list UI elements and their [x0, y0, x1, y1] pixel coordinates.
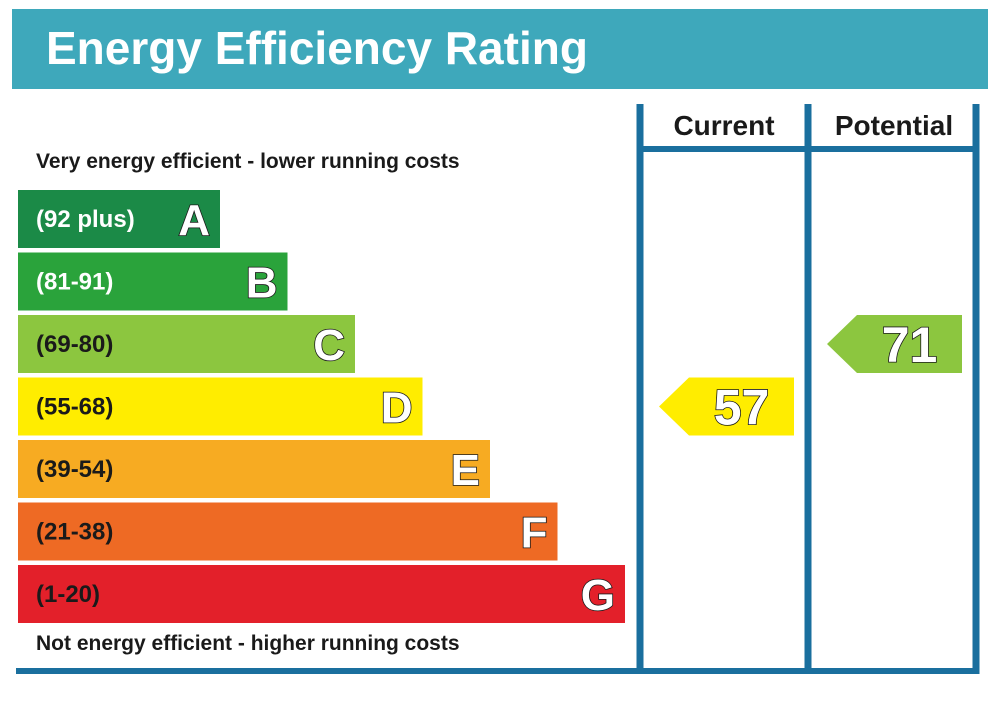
band-range-label-e: (39-54) — [36, 456, 113, 483]
chart-title: Energy Efficiency Rating — [46, 22, 588, 74]
band-letter-b: B — [246, 259, 278, 308]
current-rating-arrow — [659, 377, 794, 436]
band-letter-e: E — [451, 446, 480, 495]
band-range-label-a: (92 plus) — [36, 206, 135, 233]
band-bar-a — [18, 190, 220, 248]
column-border-0 — [636, 104, 644, 668]
column-header-rule — [640, 146, 976, 152]
current-rating-value: 57 — [714, 380, 770, 436]
band-range-label-g: (1-20) — [36, 581, 100, 608]
band-range-label-d: (55-68) — [36, 394, 113, 421]
band-letter-a: A — [178, 196, 210, 245]
band-bar-b — [18, 252, 288, 311]
column-header-potential: Potential — [835, 110, 953, 141]
bottom-caption: Not energy efficient - higher running co… — [36, 632, 460, 655]
band-bar-e — [18, 440, 490, 498]
band-range-label-b: (81-91) — [36, 269, 113, 296]
band-range-label-f: (21-38) — [36, 519, 113, 546]
band-bar-g — [18, 565, 625, 623]
band-letter-g: G — [581, 571, 615, 620]
band-letter-d: D — [381, 384, 413, 433]
column-border-1 — [804, 104, 812, 668]
band-bar-c — [18, 315, 355, 373]
title-bar: Energy Efficiency Rating — [12, 9, 988, 89]
band-bar-d — [18, 377, 423, 436]
column-header-current: Current — [673, 110, 774, 141]
band-letter-c: C — [313, 321, 345, 370]
chart-bottom-rule — [16, 668, 980, 674]
potential-rating-value: 71 — [882, 317, 938, 373]
potential-rating-arrow — [827, 315, 962, 373]
band-range-label-c: (69-80) — [36, 331, 113, 358]
band-bar-f — [18, 502, 558, 561]
band-letter-f: F — [521, 509, 548, 558]
top-caption: Very energy efficient - lower running co… — [36, 150, 460, 173]
column-border-2 — [972, 104, 980, 668]
